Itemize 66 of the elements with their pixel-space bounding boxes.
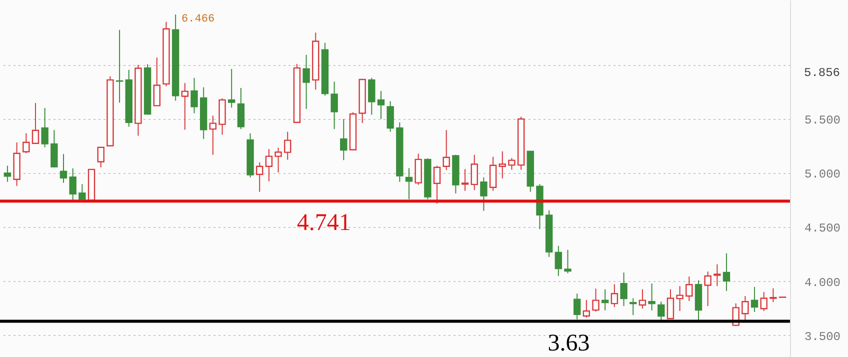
candlestick	[686, 276, 693, 302]
candlestick	[340, 118, 348, 161]
candlestick	[714, 264, 721, 287]
candlestick	[368, 77, 376, 116]
candlestick	[704, 271, 712, 307]
candlestick	[265, 148, 273, 182]
candlestick	[284, 131, 292, 160]
candlestick	[209, 115, 217, 156]
candlestick	[722, 252, 730, 292]
ref-line-label: 4.741	[296, 210, 351, 236]
y-tick-label: 5.500	[804, 114, 841, 128]
candlestick	[742, 295, 749, 320]
candlestick	[630, 298, 637, 316]
candlestick	[658, 301, 665, 322]
candlestick	[648, 283, 656, 311]
candlestick	[638, 288, 646, 310]
candlestick	[554, 245, 562, 276]
candlestick	[190, 77, 198, 114]
candlestick	[97, 146, 104, 168]
candlestick	[582, 299, 590, 318]
candlestick	[50, 130, 58, 168]
text: 5.856	[804, 66, 840, 80]
candlestick	[489, 156, 497, 192]
candlestick	[750, 286, 758, 312]
ref-line-label: 3.63	[548, 330, 590, 356]
candlestick	[470, 154, 478, 191]
candlestick	[480, 176, 488, 212]
candlestick	[760, 291, 768, 312]
candlestick	[592, 288, 600, 312]
y-tick-label: 4.500	[804, 222, 841, 236]
candlestick	[405, 168, 413, 200]
candlestick	[41, 107, 48, 148]
candlestick	[181, 82, 188, 130]
candlestick	[666, 288, 674, 320]
candlestick	[508, 158, 516, 170]
candlestick	[237, 87, 245, 130]
candlestick	[32, 102, 40, 144]
candlestick	[573, 293, 581, 320]
candlestick	[564, 249, 572, 274]
candlestick	[414, 153, 422, 186]
candlestick	[4, 165, 12, 182]
candlestick	[433, 165, 441, 204]
y-tick-label: 4.000	[804, 276, 841, 290]
candlestick	[302, 54, 310, 110]
candlestick	[330, 81, 338, 130]
candlestick	[442, 130, 450, 171]
candlestick	[610, 284, 618, 308]
candlestick	[461, 168, 469, 192]
candlestick	[22, 132, 30, 154]
candlestick	[676, 286, 684, 312]
annotation: 6.466	[182, 13, 215, 26]
candlestick	[498, 150, 506, 179]
candlestick	[602, 288, 609, 311]
candlestick	[770, 288, 777, 303]
candlestick	[60, 154, 68, 184]
candlestick	[386, 100, 394, 132]
y-tick-label: 5.000	[804, 168, 841, 182]
candlestick	[78, 184, 86, 200]
candlestick	[228, 68, 236, 108]
candlestick	[620, 272, 628, 307]
y-tick-label: 3.500	[804, 330, 841, 344]
candlestick	[69, 168, 76, 201]
candlestick	[377, 90, 385, 120]
candlestick	[274, 147, 282, 173]
candlestick	[256, 162, 264, 192]
candlestick	[153, 57, 160, 106]
